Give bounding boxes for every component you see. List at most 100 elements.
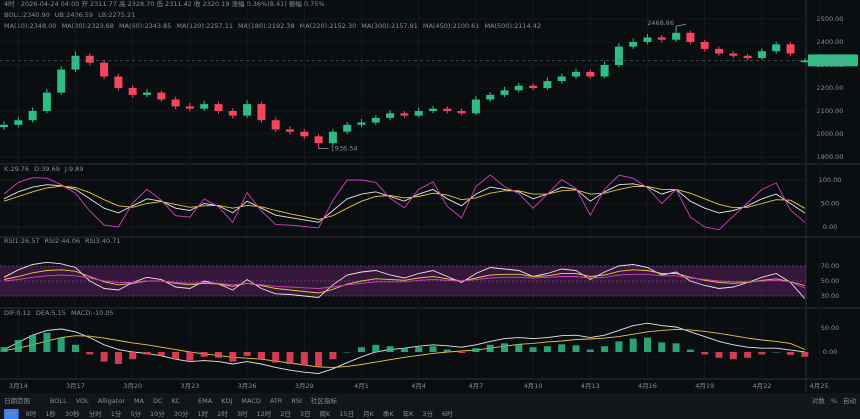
indicator-button[interactable]: RSI [291, 397, 302, 405]
x-tick-label: 4月16 [638, 382, 657, 390]
timeframe-button[interactable]: 季K [383, 409, 395, 418]
candle-body [114, 76, 123, 88]
candle-body [228, 111, 237, 116]
macd-bar [744, 352, 752, 358]
x-tick-label: 4月7 [469, 382, 484, 390]
macd-bar [586, 349, 594, 352]
indicator-line [3, 261, 806, 299]
candle-body [243, 104, 252, 116]
indicator-button[interactable]: Alligator [98, 397, 125, 405]
scale-button[interactable]: % [831, 397, 837, 405]
timeframe-button[interactable]: 10分 [150, 409, 165, 418]
timeframe-button[interactable]: 3分 [422, 409, 433, 418]
candle-body [257, 104, 266, 121]
indicator-button[interactable]: DC [153, 397, 163, 405]
timeframe-button[interactable]: 8时 [26, 409, 37, 418]
candle-body [743, 55, 752, 59]
macd-bar [14, 340, 22, 352]
macd-bar [243, 352, 251, 356]
macd-bar [315, 352, 323, 367]
timeframe-button[interactable]: 周K [320, 410, 332, 418]
low-label: 1936.54 [331, 145, 358, 153]
indicator-button[interactable]: BOLL [50, 397, 67, 405]
x-tick-label: 4月22 [752, 382, 771, 390]
timeframe-button[interactable]: 月K [363, 410, 375, 418]
timeframe-button[interactable]: 12时 [256, 409, 271, 418]
macd-bar [415, 347, 423, 352]
macd-bar [215, 352, 222, 358]
timeframe-button[interactable]: 2时 [217, 409, 228, 418]
legend-entry: RSI3:40.71 [85, 237, 121, 245]
timeframe-button[interactable]: 1时 [198, 409, 209, 418]
timeframe-button[interactable]: 1秒 [45, 409, 56, 418]
timeframe-button[interactable]: 1分 [111, 409, 122, 418]
candle-body [457, 111, 466, 114]
timeframe-button[interactable]: 3时 [237, 409, 248, 418]
timeframe-button[interactable]: 30分 [174, 409, 189, 418]
legend-entry: RSI1:26.57 [4, 237, 40, 245]
candle-body [672, 32, 681, 40]
indicator-button[interactable]: MACD [241, 397, 260, 405]
x-tick-label: 4月1 [354, 382, 369, 390]
indicator-line [3, 328, 805, 368]
scale-button[interactable]: 自动 [843, 396, 857, 405]
timeframe-button[interactable]: 3日 [300, 410, 311, 418]
timeframe-button[interactable]: 分时 [89, 409, 103, 418]
macd-bar [172, 352, 180, 360]
indicator-button[interactable]: VOL [76, 397, 89, 405]
candle-body [128, 88, 137, 95]
indicator-button[interactable]: KC [172, 397, 181, 405]
macd-bar [801, 352, 809, 357]
macd-bar [157, 352, 165, 356]
x-tick-label: 3月26 [238, 382, 257, 390]
legend-entry: D:39.69 [34, 165, 60, 173]
toolbar-background [0, 393, 860, 419]
y-tick-label: 100.00 [819, 176, 842, 184]
high-label: 2468.86 [647, 19, 674, 27]
indicator-button[interactable]: EMA [198, 397, 213, 405]
indicator-button[interactable]: KDJ [221, 397, 232, 405]
macd-bar [143, 352, 151, 355]
timeframe-active [4, 409, 19, 419]
timeframe-button[interactable]: 年K [403, 409, 415, 418]
y-tick-label: 70.00 [821, 262, 840, 270]
macd-bar [100, 352, 108, 362]
timeframe-button[interactable]: 6时 [442, 409, 453, 418]
legend-entry: MA(120):2257.11 [176, 22, 233, 30]
candle-body [400, 113, 409, 116]
timeframe-button[interactable]: 5分 [130, 409, 141, 418]
indicator-button[interactable]: MA [134, 397, 145, 405]
x-tick-label: 4月25 [810, 382, 829, 390]
macd-bar [300, 352, 308, 366]
y-tick-label: 30.00 [821, 292, 840, 300]
timeframe-button[interactable]: 4时 [6, 409, 17, 418]
candle-body [486, 94, 495, 100]
y-tick-label: 2400.00 [817, 38, 844, 46]
candle-body [643, 37, 652, 42]
timeframe-button[interactable]: 30秒 [65, 409, 80, 418]
macd-bar [343, 352, 351, 353]
macd-bar [57, 337, 65, 352]
candle-body [0, 124, 8, 128]
candle-body [71, 55, 80, 70]
scale-button[interactable]: 对数 [812, 396, 826, 405]
timeframe-button[interactable]: 15日 [339, 410, 354, 418]
rsi-band [0, 266, 806, 296]
indicator-line [3, 273, 805, 289]
macd-bar [443, 349, 451, 352]
candle-body [185, 106, 194, 109]
candle-body [200, 104, 209, 109]
candle-body [271, 120, 280, 130]
legend-entry: MA(300):2157.91 [361, 22, 418, 30]
indicator-button[interactable]: 社区指标 [311, 396, 338, 405]
y-tick-label: 0.00 [823, 348, 837, 356]
macd-bar [601, 346, 609, 352]
candle-body [572, 71, 580, 77]
indicator-button[interactable]: ATR [270, 397, 283, 405]
candle-body [214, 104, 223, 111]
y-tick-label: 50.00 [821, 200, 840, 208]
macd-bar [501, 343, 508, 352]
date-range-button[interactable]: 日期范围 [4, 396, 30, 405]
timeframe-button[interactable]: 2日 [280, 410, 291, 418]
